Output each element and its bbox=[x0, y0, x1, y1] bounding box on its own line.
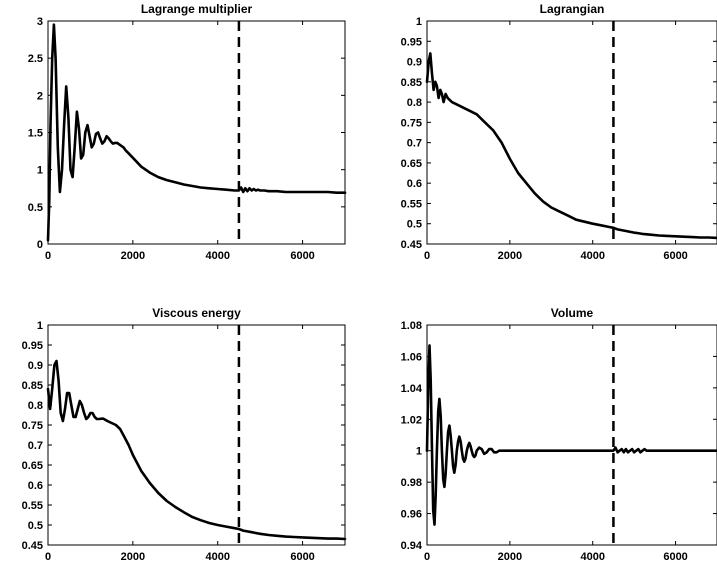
y-tick-label: 1 bbox=[37, 165, 43, 177]
subplot-title: Viscous energy bbox=[152, 306, 241, 320]
x-tick-label: 0 bbox=[45, 250, 51, 262]
y-tick-label: 0.96 bbox=[401, 509, 422, 521]
subplot-lagrangian: Lagrangian 0.45 0.5 0.55 0.6 0.65 0.7 0.75 0.8 0.… bbox=[401, 2, 717, 262]
y-tick-label: 0.8 bbox=[28, 400, 43, 412]
y-tick-label: 0.5 bbox=[28, 520, 43, 532]
y-tick-label: 0.65 bbox=[22, 460, 43, 472]
y-tick-label: 1.5 bbox=[28, 128, 43, 140]
x-tick-label: 0 bbox=[45, 551, 51, 563]
y-tick-label: 0.6 bbox=[28, 480, 43, 492]
y-tick-label: 0.94 bbox=[401, 540, 423, 552]
y-tick-label: 0.95 bbox=[22, 340, 43, 352]
series-line-0 bbox=[48, 361, 345, 539]
subplot-volume: Volume 0.94 0.96 0.98 1 1.02 1.04 1.06 1.08 0 2000… bbox=[401, 306, 717, 563]
plot-frame bbox=[427, 325, 717, 545]
y-tick-label: 0.95 bbox=[401, 36, 422, 48]
subplot-title: Lagrangian bbox=[540, 2, 605, 16]
y-tick-label: 0.75 bbox=[401, 117, 422, 129]
x-tick-label: 0 bbox=[424, 250, 430, 262]
x-tick-label: 6000 bbox=[290, 551, 314, 563]
y-tick-label: 2 bbox=[37, 90, 43, 102]
plot-frame bbox=[48, 325, 345, 545]
y-tick-label: 0.45 bbox=[401, 239, 422, 251]
y-tick-label: 0.6 bbox=[407, 178, 422, 190]
y-tick-label: 0.45 bbox=[22, 540, 43, 552]
y-tick-label: 1 bbox=[416, 16, 422, 28]
plot-frame bbox=[427, 21, 717, 244]
x-tick-label: 2000 bbox=[498, 551, 522, 563]
x-tick-label: 4000 bbox=[205, 250, 229, 262]
x-tick-label: 4000 bbox=[580, 250, 604, 262]
y-tick-label: 0.65 bbox=[401, 158, 422, 170]
y-tick-label: 0.9 bbox=[407, 57, 422, 69]
y-tick-label: 1 bbox=[416, 446, 422, 458]
y-tick-label: 0.85 bbox=[22, 380, 43, 392]
y-tick-label: 2.5 bbox=[28, 53, 43, 65]
y-tick-label: 1.02 bbox=[401, 414, 422, 426]
y-tick-label: 0.55 bbox=[401, 198, 422, 210]
x-tick-label: 4000 bbox=[580, 551, 604, 563]
x-tick-label: 2000 bbox=[121, 551, 145, 563]
y-tick-label: 1 bbox=[37, 320, 43, 332]
y-tick-label: 0.75 bbox=[22, 420, 43, 432]
y-tick-label: 0.85 bbox=[401, 77, 422, 89]
x-tick-label: 0 bbox=[424, 551, 430, 563]
subplot-viscous-energy: Viscous energy 0.45 0.5 0.55 0.6 0.65 0.7 0.75 0… bbox=[22, 306, 345, 563]
series-line-0 bbox=[427, 53, 717, 238]
y-tick-label: 0.5 bbox=[407, 219, 422, 231]
y-tick-label: 1.04 bbox=[401, 383, 423, 395]
y-tick-label: 3 bbox=[37, 16, 43, 28]
y-tick-label: 1.08 bbox=[401, 320, 422, 332]
subplot-title: Volume bbox=[551, 306, 594, 320]
y-tick-label: 0.5 bbox=[28, 202, 43, 214]
y-tick-label: 0.98 bbox=[401, 477, 422, 489]
y-tick-label: 0.7 bbox=[407, 138, 422, 150]
y-tick-label: 0 bbox=[37, 239, 43, 251]
y-tick-label: 0.7 bbox=[28, 440, 43, 452]
x-tick-label: 6000 bbox=[663, 250, 687, 262]
series-line-0 bbox=[427, 345, 717, 524]
x-tick-label: 2000 bbox=[498, 250, 522, 262]
plot-frame bbox=[48, 21, 345, 244]
x-tick-label: 2000 bbox=[121, 250, 145, 262]
subplot-title: Lagrange multiplier bbox=[141, 2, 253, 16]
x-tick-label: 6000 bbox=[290, 250, 314, 262]
subplot-lagrange-multiplier: Lagrange multiplier 0 0.5 1 1.5 2 2.5 3 0 2000 400… bbox=[28, 2, 345, 262]
y-tick-label: 0.55 bbox=[22, 500, 43, 512]
y-tick-label: 1.06 bbox=[401, 351, 422, 363]
y-tick-label: 0.8 bbox=[407, 97, 422, 109]
y-tick-label: 0.9 bbox=[28, 360, 43, 372]
x-tick-label: 6000 bbox=[663, 551, 687, 563]
x-tick-label: 4000 bbox=[205, 551, 229, 563]
series-line-0 bbox=[48, 25, 345, 241]
